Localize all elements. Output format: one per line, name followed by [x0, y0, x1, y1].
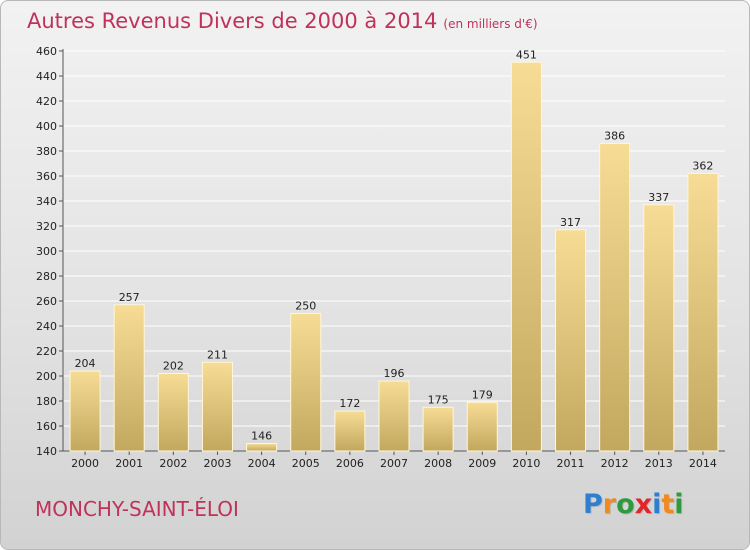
y-tick-label: 180	[36, 395, 57, 408]
logo-letter-0: P	[583, 489, 603, 520]
x-tick-label-2009: 2009	[468, 457, 496, 470]
logo-letter-6: i	[674, 489, 684, 520]
x-tick-label-2005: 2005	[292, 457, 320, 470]
y-tick-label: 160	[36, 420, 57, 433]
bar-2002	[157, 373, 189, 452]
y-tick-label: 200	[36, 370, 57, 383]
chart-title-unit: (en milliers d'€)	[443, 17, 538, 31]
value-label-2006: 172	[339, 397, 360, 410]
y-tick-label: 280	[36, 270, 57, 283]
x-tick-label-2007: 2007	[380, 457, 408, 470]
value-label-2013: 337	[648, 191, 669, 204]
y-tick-label: 240	[36, 320, 57, 333]
value-label-2003: 211	[207, 348, 228, 361]
x-tick-label-2001: 2001	[115, 457, 143, 470]
x-tick-label-2003: 2003	[203, 457, 231, 470]
x-tick-label-2002: 2002	[159, 457, 187, 470]
value-label-2008: 175	[428, 393, 449, 406]
value-label-2012: 386	[604, 130, 625, 143]
bar-2003	[201, 361, 233, 452]
chart-title: Autres Revenus Divers de 2000 à 2014 (en …	[27, 9, 538, 33]
y-tick-label: 360	[36, 170, 57, 183]
logo-letter-2: o	[616, 489, 635, 520]
x-tick-label-2010: 2010	[512, 457, 540, 470]
y-tick-label: 220	[36, 345, 57, 358]
proxiti-logo: Proxiti	[583, 489, 684, 520]
x-tick-label-2012: 2012	[601, 457, 629, 470]
logo-letter-5: t	[661, 489, 675, 520]
x-tick-label-2011: 2011	[557, 457, 585, 470]
logo-letter-4: i	[652, 489, 662, 520]
bar-2008	[422, 406, 454, 452]
logo-letter-1: r	[602, 489, 617, 520]
y-tick-label: 340	[36, 195, 57, 208]
value-label-2004: 146	[251, 430, 272, 443]
value-label-2007: 196	[384, 367, 405, 380]
value-label-2014: 362	[692, 160, 713, 173]
value-label-2005: 250	[295, 300, 316, 313]
chart-title-main: Autres Revenus Divers de 2000 à 2014	[27, 9, 438, 33]
bar-2014	[687, 173, 719, 452]
y-tick-label: 140	[36, 445, 57, 458]
bar-2007	[378, 380, 410, 452]
y-tick-label: 400	[36, 120, 57, 133]
x-tick-label-2013: 2013	[645, 457, 673, 470]
y-tick-label: 260	[36, 295, 57, 308]
bar-2006	[334, 410, 366, 452]
y-tick-label: 460	[36, 45, 57, 58]
value-label-2002: 202	[163, 360, 184, 373]
value-label-2009: 179	[472, 388, 493, 401]
bar-2010	[510, 61, 542, 452]
x-tick-label-2014: 2014	[689, 457, 717, 470]
value-label-2001: 257	[119, 291, 140, 304]
value-label-2000: 204	[75, 357, 96, 370]
x-tick-label-2006: 2006	[336, 457, 364, 470]
commune-name: MONCHY-SAINT-ÉLOI	[35, 497, 239, 521]
bar-2005	[290, 313, 322, 452]
bar-2011	[555, 229, 587, 452]
bar-2001	[113, 304, 145, 452]
bar-2004	[246, 443, 278, 452]
labels: 140 160 180 200 220 240 260 280 300 320 340 360 380 4…	[36, 45, 717, 470]
bar-2000	[69, 370, 101, 452]
y-tick-label: 380	[36, 145, 57, 158]
y-tick-label: 440	[36, 70, 57, 83]
logo-letter-3: x	[634, 489, 653, 520]
bar-2012	[599, 143, 631, 452]
bars	[69, 61, 719, 452]
value-label-2011: 317	[560, 216, 581, 229]
y-tick-label: 320	[36, 220, 57, 233]
bar-2013	[643, 204, 675, 452]
x-tick-label-2000: 2000	[71, 457, 99, 470]
bar-2009	[466, 401, 498, 452]
value-label-2010: 451	[516, 48, 537, 61]
x-tick-label-2004: 2004	[248, 457, 276, 470]
x-tick-label-2008: 2008	[424, 457, 452, 470]
y-tick-label: 420	[36, 95, 57, 108]
y-tick-label: 300	[36, 245, 57, 258]
